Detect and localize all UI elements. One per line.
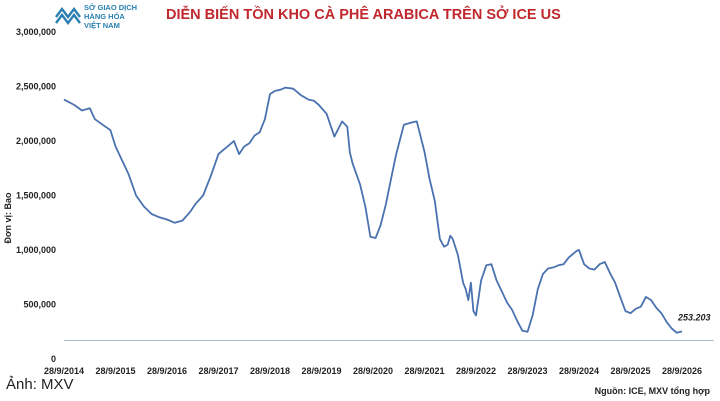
x-tick-label: 28/9/2022 [456,366,496,376]
x-tick-label: 28/9/2026 [662,366,702,376]
logo-text-line-2: HÀNG HÓA [84,12,125,21]
y-tick-label: 1,000,000 [16,245,56,255]
logo-wave-icon [55,7,81,25]
x-tick-label: 28/9/2020 [353,366,393,376]
y-tick-label: 500,000 [23,300,56,310]
y-tick-label: 2,500,000 [16,82,56,92]
y-tick-label: 0 [51,354,56,364]
x-tick-label: 28/9/2018 [250,366,290,376]
image-caption: Ảnh: MXV [6,376,74,393]
x-tick-label: 28/9/2017 [198,366,238,376]
y-axis-label: Đơn vị: Bao [3,192,13,243]
logo-text-line-1: SỞ GIAO DỊCH [84,3,138,12]
x-tick-label: 28/9/2021 [404,366,444,376]
y-tick-label: 1,500,000 [16,191,56,201]
end-value-label: 253.203 [677,312,711,322]
x-tick-label: 28/9/2014 [44,366,84,376]
y-tick-label: 3,000,000 [16,27,56,37]
x-tick-label: 28/9/2019 [301,366,341,376]
inventory-series-line [63,86,683,334]
source-note: Nguồn: ICE, MXV tổng hợp [594,386,710,396]
x-tick-label: 28/9/2025 [610,366,650,376]
logo: SỞ GIAO DỊCH HÀNG HÓA VIỆT NAM [54,3,164,31]
logo-text-line-3: VIỆT NAM [84,21,120,30]
x-tick-label: 28/9/2023 [507,366,547,376]
x-tick-label: 28/9/2015 [95,366,135,376]
y-tick-label: 2,000,000 [16,136,56,146]
x-tick-label: 28/9/2024 [559,366,599,376]
x-tick-label: 28/9/2016 [147,366,187,376]
chart-title: DIỄN BIẾN TỒN KHO CÀ PHÊ ARABICA TRÊN SỞ… [166,7,561,23]
